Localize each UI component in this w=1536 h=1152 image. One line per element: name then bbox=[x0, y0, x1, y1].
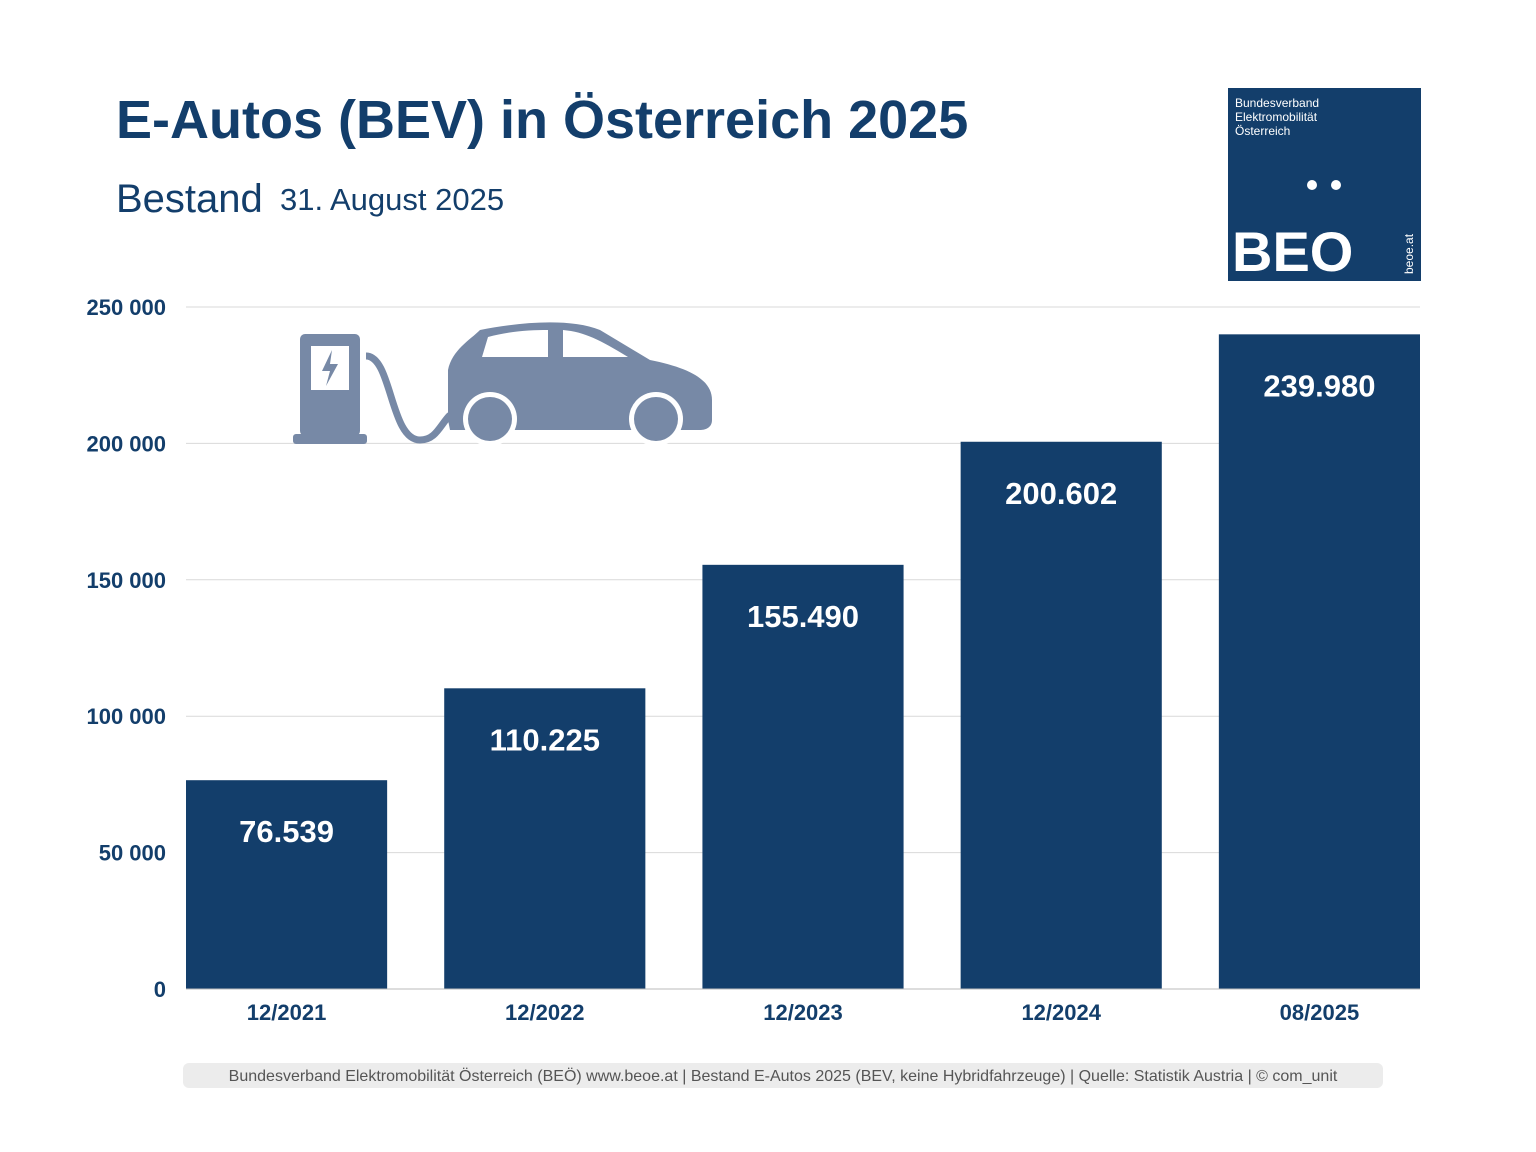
logo: Bundesverband Elektromobilität Österreic… bbox=[1228, 88, 1421, 283]
bolt bbox=[322, 350, 338, 386]
x-tick-label: 12/2021 bbox=[247, 1000, 327, 1025]
wheel bbox=[468, 397, 512, 441]
chart-subtitle: Bestand bbox=[116, 177, 263, 221]
footer-bg bbox=[183, 1063, 1383, 1088]
car-window bbox=[482, 330, 628, 357]
y-tick-label: 100 000 bbox=[86, 704, 166, 729]
bar bbox=[186, 780, 388, 989]
x-tick-label: 12/2023 bbox=[763, 1000, 843, 1025]
value-label: 239.980 bbox=[1263, 368, 1375, 403]
bar bbox=[1218, 334, 1420, 989]
plot: 0 50 000 100 000 150 000 200 000 250 000 12/20… bbox=[86, 295, 1420, 1025]
footer: Bundesverband Elektromobilität Österreic… bbox=[229, 1067, 1338, 1085]
logo-line: Elektromobilität bbox=[1235, 110, 1318, 124]
x-tick-label: 08/2025 bbox=[1280, 1000, 1360, 1025]
y-tick-label: 250 000 bbox=[86, 295, 166, 320]
x-tick-label: 12/2022 bbox=[505, 1000, 585, 1025]
bar bbox=[702, 564, 904, 989]
logo-line: Bundesverband bbox=[1235, 96, 1319, 110]
logo-mark: BEO bbox=[1232, 220, 1353, 283]
value-label: 200.602 bbox=[1005, 476, 1117, 511]
bar bbox=[444, 688, 646, 989]
value-label: 110.225 bbox=[490, 722, 600, 757]
bar bbox=[960, 441, 1162, 989]
y-tick-label: 0 bbox=[154, 977, 166, 1002]
logo-dot bbox=[1331, 180, 1341, 190]
value-label: 155.490 bbox=[747, 599, 859, 634]
logo-dot bbox=[1307, 180, 1317, 190]
car-icon bbox=[293, 322, 712, 446]
x-tick-label: 12/2024 bbox=[1021, 1000, 1101, 1025]
cable bbox=[365, 352, 453, 444]
y-tick-label: 150 000 bbox=[86, 568, 166, 593]
value-label: 76.539 bbox=[239, 814, 334, 849]
logo-url: beoe.at bbox=[1402, 233, 1416, 274]
logo-line: Österreich bbox=[1235, 124, 1290, 138]
y-tick-label: 200 000 bbox=[86, 431, 166, 456]
charger-base bbox=[293, 434, 367, 444]
chart-title: E-Autos (BEV) in Österreich 2025 bbox=[116, 90, 968, 150]
logo-box bbox=[1228, 88, 1421, 281]
y-tick-label: 50 000 bbox=[99, 841, 166, 866]
wheel bbox=[634, 397, 678, 441]
chart-date: 31. August 2025 bbox=[280, 182, 504, 217]
